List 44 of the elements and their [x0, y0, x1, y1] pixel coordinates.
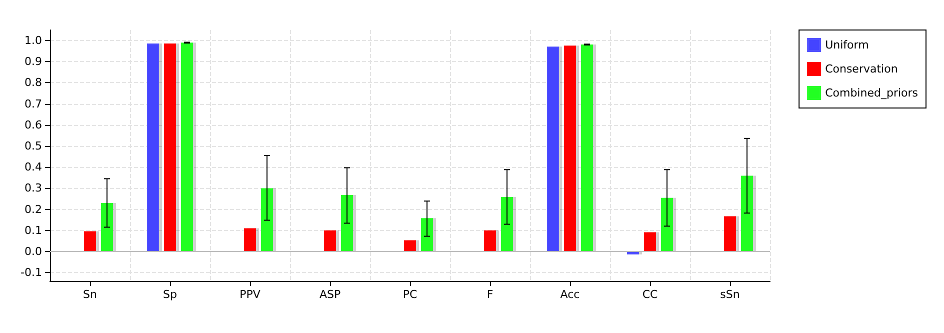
y-tick-label: 0.6 [24, 118, 42, 132]
bar [324, 230, 336, 252]
bar [261, 188, 273, 252]
legend-label: Combined_priors [825, 86, 918, 100]
bar [341, 194, 353, 252]
x-tick-label: Sp [163, 288, 177, 301]
y-tick-label: 0.4 [24, 160, 42, 174]
y-tick-label: 0.8 [24, 76, 42, 90]
x-tick-label: F [486, 288, 494, 301]
y-tick-label: 0.7 [24, 97, 42, 110]
bar [181, 42, 193, 252]
y-tick-label: 0.5 [24, 140, 42, 153]
bar [724, 216, 736, 252]
y-tick-label: -0.1 [20, 266, 42, 280]
y-tick-label: 0.2 [24, 202, 42, 216]
bar [404, 240, 416, 252]
y-tick-label: 1.0 [24, 34, 42, 48]
bar [84, 231, 96, 252]
bar [661, 198, 673, 252]
bar [101, 202, 113, 252]
bar [421, 218, 433, 252]
y-tick-label: 0.1 [24, 224, 42, 237]
bar [147, 44, 159, 252]
bar [244, 228, 256, 252]
bar [484, 230, 496, 252]
legend-label: Uniform [825, 38, 869, 52]
x-tick-label: ASP [319, 288, 341, 301]
x-tick-label: sSn [720, 288, 740, 301]
bar [564, 46, 576, 252]
y-tick-label: 0.9 [24, 55, 42, 68]
bar [581, 44, 593, 252]
legend-label: Conservation [825, 62, 898, 76]
y-tick-label: 0.0 [24, 244, 42, 258]
x-tick-label: PPV [240, 288, 261, 301]
bar [741, 176, 753, 252]
bar [547, 46, 559, 252]
x-tick-label: PC [402, 288, 418, 301]
x-tick-label: Acc [560, 288, 580, 301]
y-tick-label: 0.3 [24, 182, 42, 195]
bar [644, 232, 656, 252]
bar [501, 197, 513, 252]
x-tick-label: Sn [83, 288, 97, 301]
bar [164, 44, 176, 252]
x-tick-label: CC [642, 288, 658, 301]
